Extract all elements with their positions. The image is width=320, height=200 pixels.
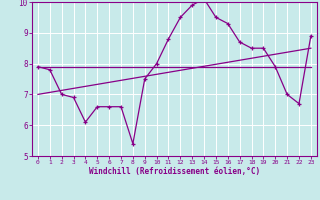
X-axis label: Windchill (Refroidissement éolien,°C): Windchill (Refroidissement éolien,°C) <box>89 167 260 176</box>
